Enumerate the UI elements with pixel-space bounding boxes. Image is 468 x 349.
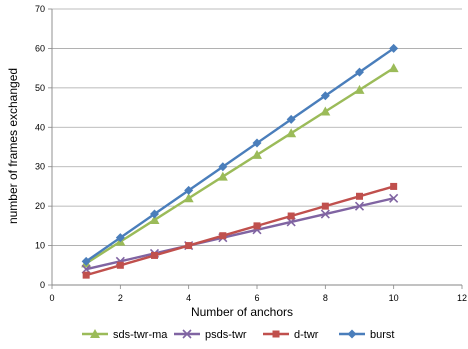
legend-label: psds-twr xyxy=(205,329,247,341)
y-tick-label: 50 xyxy=(35,83,45,93)
x-tick-label: 2 xyxy=(118,293,123,303)
y-tick-label: 20 xyxy=(35,201,45,211)
legend-entry: sds-twr-ma xyxy=(82,329,168,341)
x-axis-title: Number of anchors xyxy=(191,305,293,319)
y-tick-label: 10 xyxy=(35,241,45,251)
plot-area xyxy=(81,44,399,279)
data-point xyxy=(218,172,228,181)
data-point xyxy=(219,232,226,239)
y-tick-label: 60 xyxy=(35,43,45,53)
data-point xyxy=(252,150,262,159)
x-tick-label: 12 xyxy=(457,293,467,303)
x-tick-label: 6 xyxy=(254,293,259,303)
legend-label: burst xyxy=(370,329,394,341)
data-point xyxy=(288,213,295,220)
x-tick-label: 10 xyxy=(389,293,399,303)
legend-entry: burst xyxy=(339,329,394,341)
y-axis-title: number of frames exchanged xyxy=(6,68,20,224)
data-point xyxy=(390,183,397,190)
data-point xyxy=(286,128,296,137)
legend-entry: d-twr xyxy=(263,329,319,341)
data-point xyxy=(117,262,124,269)
legend-marker xyxy=(348,330,357,339)
legend-label: sds-twr-ma xyxy=(113,329,168,341)
legend-label: d-twr xyxy=(294,329,319,341)
legend-marker xyxy=(273,331,280,338)
x-tick-label: 8 xyxy=(323,293,328,303)
y-tick-label: 30 xyxy=(35,162,45,172)
data-point xyxy=(322,203,329,210)
x-tick-label: 4 xyxy=(186,293,191,303)
gridlines xyxy=(52,9,462,246)
series-sds-twr-ma xyxy=(81,63,399,267)
data-point xyxy=(355,85,365,94)
data-point xyxy=(83,272,90,279)
data-point xyxy=(185,242,192,249)
y-tick-label: 0 xyxy=(40,280,45,290)
data-point xyxy=(254,222,261,229)
series-line xyxy=(86,48,394,261)
legend: sds-twr-ma psds-twr d-twr burst xyxy=(82,329,394,341)
data-point xyxy=(320,107,330,116)
legend-entry: psds-twr xyxy=(174,329,247,341)
x-tick-labels: 0 2 4 6 8 10 12 xyxy=(49,293,467,303)
y-tick-labels: 0 10 20 30 40 50 60 70 xyxy=(35,4,45,290)
y-tick-label: 70 xyxy=(35,4,45,14)
data-point xyxy=(356,193,363,200)
data-point xyxy=(389,63,399,72)
data-point xyxy=(151,252,158,259)
x-tick-label: 0 xyxy=(49,293,54,303)
y-tick-label: 40 xyxy=(35,122,45,132)
